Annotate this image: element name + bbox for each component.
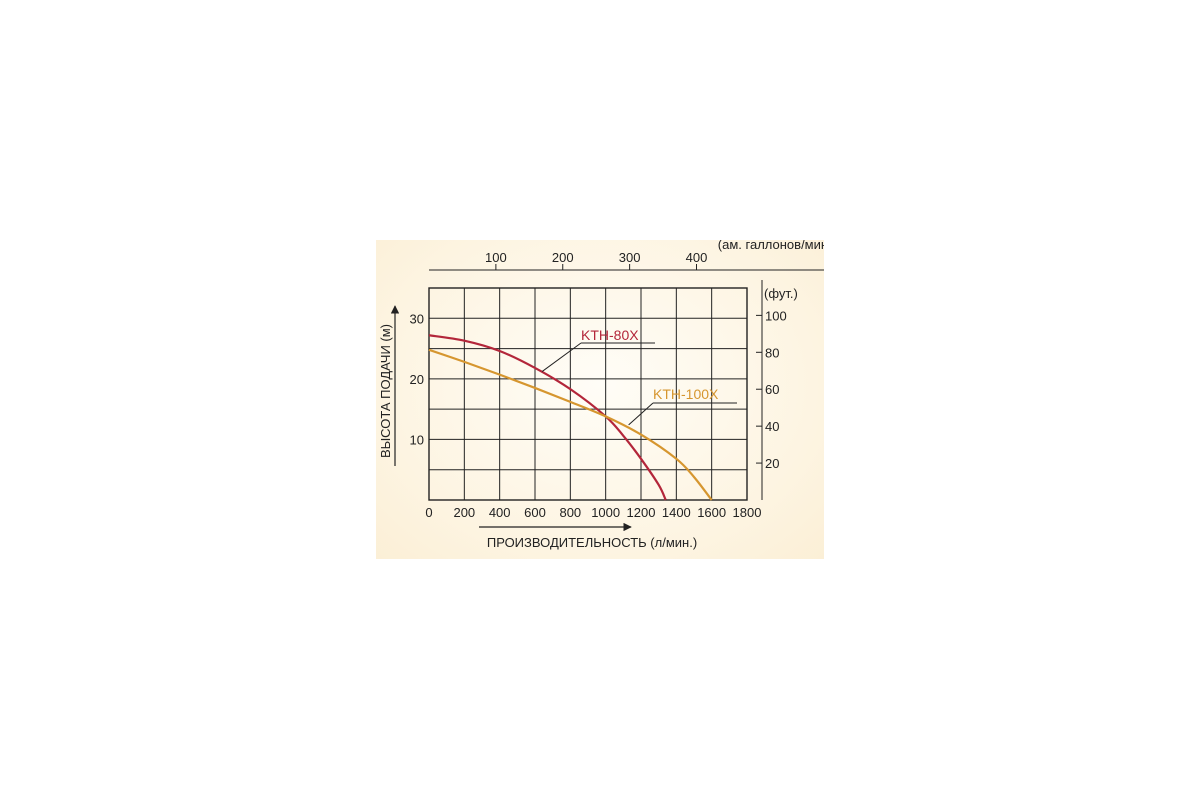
series-layer <box>428 334 713 501</box>
series-leader-line <box>628 402 654 426</box>
x-tick-label: 200 <box>453 505 475 520</box>
x-tick-label: 800 <box>559 505 581 520</box>
y2-axis-label: (фут.) <box>764 286 798 301</box>
x-tick-label: 1600 <box>697 505 726 520</box>
y2-tick-label: 60 <box>765 382 779 397</box>
y2-tick-label: 80 <box>765 345 779 360</box>
y2-tick-label: 40 <box>765 419 779 434</box>
x2-axis-label: (ам. галлонов/мин.) <box>718 240 824 252</box>
x2-tick-label: 100 <box>485 250 507 265</box>
series-line-kth-80x <box>428 334 667 501</box>
x-tick-labels: 0 200 400 600 800 1000 1200 1400 1600 1800 <box>425 505 761 520</box>
x-tick-label: 600 <box>524 505 546 520</box>
y-axis-label: ВЫСОТА ПОДАЧИ (м) <box>378 324 393 458</box>
x2-tick-label: 400 <box>686 250 708 265</box>
x2-tick-labels: 100 200 300 400 <box>485 250 707 270</box>
x-tick-label: 1400 <box>662 505 691 520</box>
series-leader-line <box>541 342 582 372</box>
y2-tick-label: 100 <box>765 308 787 323</box>
x-tick-label: 1000 <box>591 505 620 520</box>
y-tick-label: 10 <box>410 432 424 447</box>
x-tick-label: 1200 <box>627 505 656 520</box>
x-axis-label: ПРОИЗВОДИТЕЛЬНОСТЬ (л/мин.) <box>487 535 697 550</box>
x2-tick-label: 300 <box>619 250 641 265</box>
x-tick-label: 0 <box>425 505 432 520</box>
x-tick-label: 1800 <box>733 505 762 520</box>
y2-tick-labels: 20 40 60 80 100 <box>756 308 787 471</box>
x2-tick-label: 200 <box>552 250 574 265</box>
y-tick-label: 30 <box>410 311 424 326</box>
series-labels: KTH-80X KTH-100X <box>541 327 737 426</box>
plot-frame <box>428 287 748 501</box>
pump-performance-chart: 0 200 400 600 800 1000 1200 1400 1600 1800 10 20 30… <box>378 240 824 550</box>
series-label-kth-80x: KTH-80X <box>581 327 639 343</box>
series-line-kth-100x <box>428 348 713 501</box>
series-label-kth-100x: KTH-100X <box>653 386 719 402</box>
y2-tick-label: 20 <box>765 456 779 471</box>
x-tick-label: 400 <box>489 505 511 520</box>
y-tick-labels: 10 20 30 <box>410 311 424 447</box>
y-tick-label: 20 <box>410 372 424 387</box>
chart-panel: 0 200 400 600 800 1000 1200 1400 1600 1800 10 20 30… <box>376 240 824 559</box>
